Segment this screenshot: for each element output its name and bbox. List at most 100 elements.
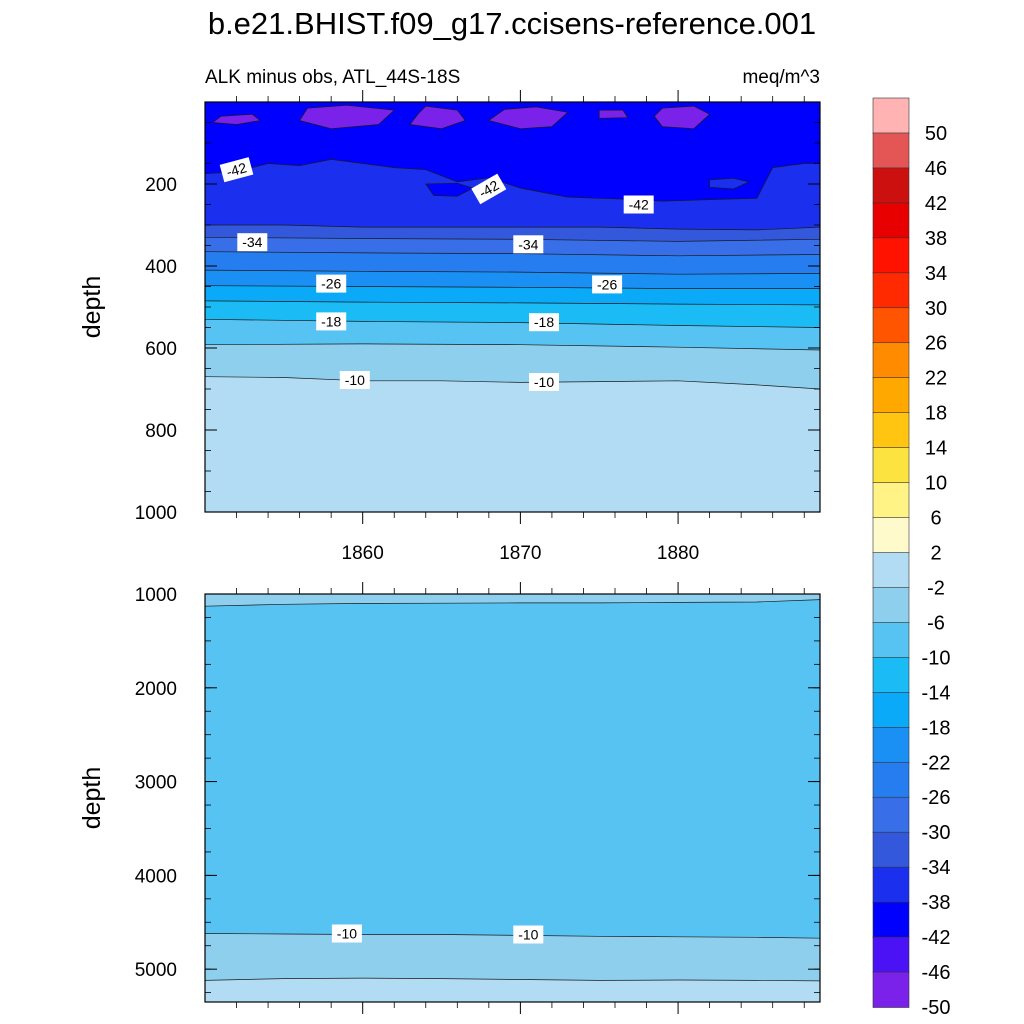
contour-label-upper-0: -42 bbox=[219, 157, 254, 183]
contour-label-upper-10: -10 bbox=[529, 373, 559, 391]
contour-blob-upper-5 bbox=[598, 109, 629, 119]
contour-label-bg bbox=[316, 274, 347, 293]
contour-line-upper-2 bbox=[205, 159, 820, 202]
y-tick-label-upper-3: 800 bbox=[145, 421, 177, 442]
y-tick-label-upper-0: 200 bbox=[145, 175, 177, 196]
contour-label-bg bbox=[237, 233, 268, 252]
colorbar-swatch-24 bbox=[872, 132, 910, 169]
chart-title: b.e21.BHIST.f09_g17.ccisens-reference.00… bbox=[208, 6, 816, 41]
colorbar-label-17: 18 bbox=[925, 403, 947, 425]
colorbar-swatch-23 bbox=[872, 167, 910, 204]
colorbar-label-4: -34 bbox=[922, 857, 951, 879]
contour-label-upper-8: -18 bbox=[529, 313, 559, 332]
contour-label-bg bbox=[219, 157, 254, 183]
contour-label-text: -26 bbox=[321, 276, 341, 292]
colorbar-label-8: -18 bbox=[922, 717, 951, 739]
contour-band-lower-1 bbox=[205, 594, 820, 939]
contour-label-bg bbox=[529, 373, 559, 391]
contour-label-text: -18 bbox=[321, 313, 341, 329]
colorbar-label-2: -42 bbox=[922, 927, 951, 949]
colorbar-label-3: -38 bbox=[922, 892, 951, 914]
contour-label-bg bbox=[331, 924, 362, 943]
contour-blob-upper-2 bbox=[487, 106, 569, 130]
colorbar-label-24: 46 bbox=[925, 158, 947, 180]
colorbar-label-10: -10 bbox=[922, 647, 951, 669]
colorbar-swatch-15 bbox=[872, 447, 910, 484]
colorbar-swatch-14 bbox=[872, 482, 910, 519]
contour-label-text: -10 bbox=[518, 927, 538, 943]
colorbar-swatch-21 bbox=[872, 237, 910, 274]
colorbar-label-16: 14 bbox=[925, 438, 947, 460]
colorbar-swatch-11 bbox=[872, 587, 910, 624]
contour-label-bg bbox=[513, 925, 544, 944]
contour-blob-upper-6 bbox=[425, 182, 475, 197]
contour-label-bg bbox=[592, 275, 623, 294]
y-tick-label-lower-3: 4000 bbox=[135, 866, 177, 887]
y-tick-label-upper-1: 400 bbox=[145, 257, 177, 278]
contour-label-bg bbox=[339, 371, 370, 389]
y-tick-label-upper-4: 1000 bbox=[135, 503, 177, 524]
x-tick-label-0: 1860 bbox=[342, 543, 384, 564]
y-axis-label: depth bbox=[78, 276, 106, 339]
contour-label-upper-5: -26 bbox=[316, 274, 347, 293]
contour-label-text: -34 bbox=[242, 234, 262, 250]
y-axis-label: depth bbox=[78, 767, 106, 830]
colorbar-swatch-17 bbox=[872, 377, 910, 414]
y-tick-label-upper-2: 600 bbox=[145, 339, 177, 360]
contour-label-upper-7: -18 bbox=[316, 312, 347, 331]
colorbar-swatch-12 bbox=[872, 552, 910, 589]
x-tick-label-1: 1870 bbox=[499, 543, 541, 564]
contour-label-upper-9: -10 bbox=[339, 371, 370, 389]
chart-subtitle-left: ALK minus obs, ATL_44S-18S bbox=[205, 67, 460, 88]
colorbar-label-7: -22 bbox=[922, 752, 951, 774]
colorbar-swatch-19 bbox=[872, 307, 910, 344]
colorbar-swatch-10 bbox=[872, 622, 910, 659]
contour-label-upper-4: -34 bbox=[513, 235, 544, 254]
contour-label-bg bbox=[316, 312, 347, 331]
colorbar-label-21: 34 bbox=[925, 263, 947, 285]
contour-label-bg bbox=[471, 173, 507, 205]
colorbar-label-0: -50 bbox=[922, 997, 951, 1019]
contour-blob-upper-7 bbox=[709, 177, 751, 190]
colorbar-swatch-7 bbox=[872, 727, 910, 764]
x-tick-label-2: 1880 bbox=[657, 543, 699, 564]
contour-line-upper-9 bbox=[205, 318, 820, 328]
colorbar-swatch-9 bbox=[872, 657, 910, 694]
colorbar-swatch-13 bbox=[872, 517, 910, 554]
colorbar-label-18: 22 bbox=[925, 368, 947, 390]
plot-area-lower: -10 -10 bbox=[205, 594, 820, 1002]
contour-line-upper-11 bbox=[205, 376, 820, 390]
colorbar-swatch-6 bbox=[872, 761, 910, 799]
contour-label-text: -10 bbox=[345, 372, 365, 388]
colorbar-label-19: 26 bbox=[925, 333, 947, 355]
contour-line-upper-5 bbox=[205, 251, 820, 257]
y-tick-label-lower-1: 2000 bbox=[135, 679, 177, 700]
colorbar-label-9: -14 bbox=[922, 682, 951, 704]
contour-label-text: -42 bbox=[225, 159, 249, 180]
contour-line-upper-7 bbox=[205, 285, 820, 289]
contour-label-upper-3: -34 bbox=[237, 233, 268, 252]
colorbar-swatch-3 bbox=[872, 866, 910, 903]
plot-frame-lower bbox=[204, 593, 821, 1003]
colorbar-label-22: 38 bbox=[925, 228, 947, 250]
contour-label-text: -10 bbox=[337, 926, 357, 942]
contour-line-upper-6 bbox=[205, 269, 820, 275]
colorbar-swatch-0 bbox=[872, 971, 910, 1008]
upper-panel: -42-42-42-34 -34-26 -26-18 -18-10 -102004006… bbox=[78, 90, 821, 564]
contour-line-upper-8 bbox=[205, 300, 820, 306]
chart-units: meq/m^3 bbox=[742, 67, 820, 88]
contour-blob-upper-4 bbox=[211, 113, 262, 125]
colorbar-label-15: 10 bbox=[925, 473, 947, 495]
colorbar-label-12: -2 bbox=[927, 578, 945, 600]
contour-label-text: -18 bbox=[534, 314, 554, 330]
colorbar-label-6: -26 bbox=[922, 787, 951, 809]
contour-line-lower-0 bbox=[205, 599, 820, 607]
colorbar-label-14: 6 bbox=[930, 508, 941, 530]
colorbar-label-20: 30 bbox=[925, 298, 947, 320]
contour-label-upper-6: -26 bbox=[592, 275, 623, 294]
colorbar-swatch-8 bbox=[872, 692, 910, 729]
colorbar-swatch-18 bbox=[872, 342, 910, 379]
contour-label-bg bbox=[513, 235, 544, 254]
contour-label-text: -42 bbox=[629, 197, 649, 213]
